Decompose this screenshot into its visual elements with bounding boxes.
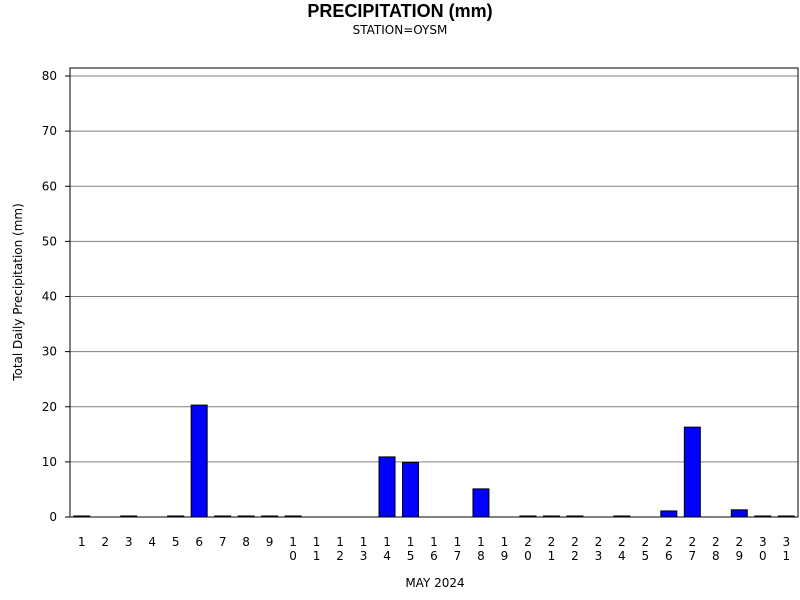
y-tick-label: 60 — [42, 179, 57, 193]
plot-frame — [69, 67, 799, 518]
y-tick-label: 50 — [42, 234, 57, 248]
x-axis-ticks: 1 2 3 4 5 6 7 8 9 1 01 11 21 31 41 51 61 71 81 92 02 12 22 32 42… — [78, 535, 790, 563]
chart-title: PRECIPITATION (mm) — [307, 1, 493, 21]
bar-day-18 — [472, 488, 490, 518]
bars — [73, 404, 795, 518]
x-tick-label: 3 — [125, 535, 133, 549]
y-tick-label: 10 — [42, 455, 57, 469]
x-tick-label: 7 — [219, 535, 227, 549]
y-tick-label: 20 — [42, 400, 57, 414]
x-tick-label: 9 — [266, 535, 274, 549]
bar-day-6 — [190, 404, 208, 518]
gridlines — [70, 75, 798, 463]
bar-day-27 — [683, 426, 701, 518]
bar-day-15 — [402, 461, 420, 518]
chart-subtitle: STATION=OYSM — [352, 23, 448, 37]
y-axis-ticks: 0 10 20 30 40 50 60 70 80 — [42, 69, 70, 524]
y-tick-label: 40 — [42, 290, 57, 304]
x-tick-label: 1 — [78, 535, 86, 549]
y-tick-label: 0 — [49, 510, 57, 524]
y-tick-label: 70 — [42, 124, 57, 138]
y-tick-label: 30 — [42, 345, 57, 359]
x-tick-label: 2 — [101, 535, 109, 549]
x-tick-label: 8 — [242, 535, 250, 549]
x-tick-label: 5 — [172, 535, 180, 549]
bar-day-14 — [378, 456, 396, 518]
y-axis-label: Total Daily Precipitation (mm) — [11, 203, 25, 382]
bar-day-29 — [730, 509, 748, 518]
y-tick-label: 80 — [42, 69, 57, 83]
x-axis-label: MAY 2024 — [405, 576, 464, 590]
x-tick-label: 4 — [148, 535, 156, 549]
bar-day-26 — [660, 510, 678, 518]
x-tick-label: 6 — [195, 535, 203, 549]
